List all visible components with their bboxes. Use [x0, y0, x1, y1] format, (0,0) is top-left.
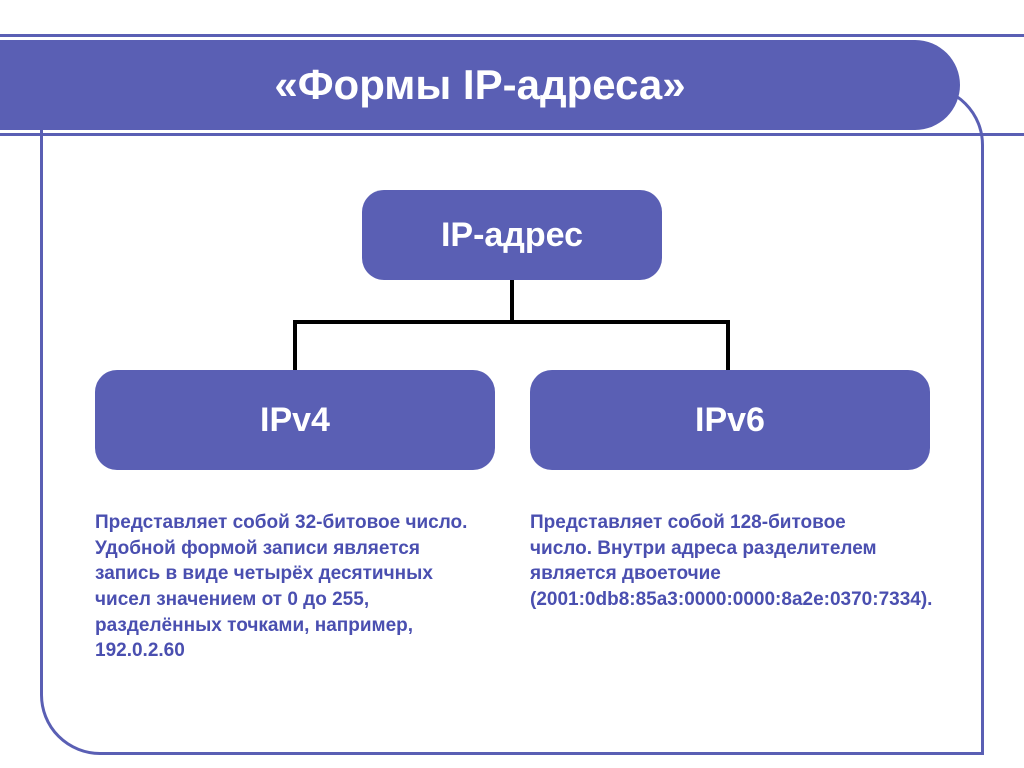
- slide-title-bar: «Формы IP-адреса»: [0, 40, 960, 130]
- connector-line: [293, 320, 297, 370]
- ipv6-description: Представляет собой 128-битовое число. Вн…: [530, 510, 910, 613]
- diagram-child-label: IPv4: [260, 401, 330, 440]
- diagram-root-node: IP-адрес: [362, 190, 662, 280]
- diagram-root-label: IP-адрес: [441, 216, 583, 255]
- connector-line: [726, 320, 730, 370]
- connector-line: [293, 320, 730, 324]
- diagram-child-node-ipv4: IPv4: [95, 370, 495, 470]
- ipv4-description: Представляет собой 32-битовое число. Удо…: [95, 510, 475, 664]
- connector-line: [510, 280, 514, 320]
- title-accent-line-bottom: [0, 133, 1024, 136]
- slide-title: «Формы IP-адреса»: [274, 61, 685, 109]
- title-accent-line-top: [0, 34, 1024, 37]
- diagram-child-node-ipv6: IPv6: [530, 370, 930, 470]
- diagram-child-label: IPv6: [695, 401, 765, 440]
